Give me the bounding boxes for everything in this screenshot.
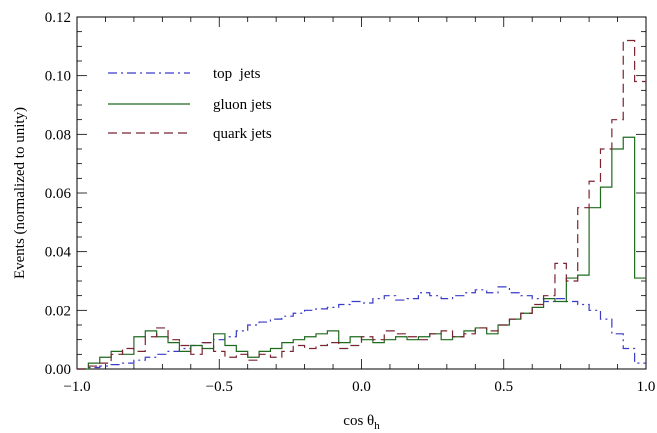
y-tick-label: 0.02 (45, 303, 71, 319)
legend-label: top jets (213, 66, 261, 82)
x-axis-label: cos θh (343, 413, 380, 432)
y-tick-label: 0.12 (45, 10, 71, 26)
x-tick-label: 1.0 (637, 379, 656, 395)
series-line-top-jets (77, 286, 646, 370)
y-tick-label: 0.06 (45, 186, 72, 202)
y-tick-label: 0.08 (45, 127, 71, 143)
x-axis-label-subscript: h (374, 420, 380, 432)
series-line-gluon-jets (77, 136, 646, 370)
legend: top jets gluon jets quark jets (108, 66, 272, 142)
series-line-quark-jets (77, 39, 646, 370)
x-tick-label: 0.5 (494, 379, 513, 395)
x-tick-label: 0.0 (352, 379, 371, 395)
legend-label: gluon jets (213, 97, 272, 113)
x-axis-label-main: cos θ (343, 413, 374, 429)
axis-ticks: −1.0 −0.5 0.0 0.5 1.0 0.00 0.02 0.04 0.06 0.08 0.1… (45, 10, 656, 395)
y-tick-label: 0.04 (45, 245, 72, 261)
plot-frame (76, 16, 647, 370)
legend-label: quark jets (213, 126, 272, 142)
x-tick-label: −1.0 (63, 379, 90, 395)
y-axis-label: Events (normalized to unity) (12, 107, 28, 279)
y-tick-label: 0.10 (45, 69, 71, 85)
plot-border (76, 16, 647, 370)
x-tick-label: −0.5 (206, 379, 233, 395)
series-layer (77, 39, 646, 370)
y-tick-label: 0.00 (45, 362, 71, 378)
